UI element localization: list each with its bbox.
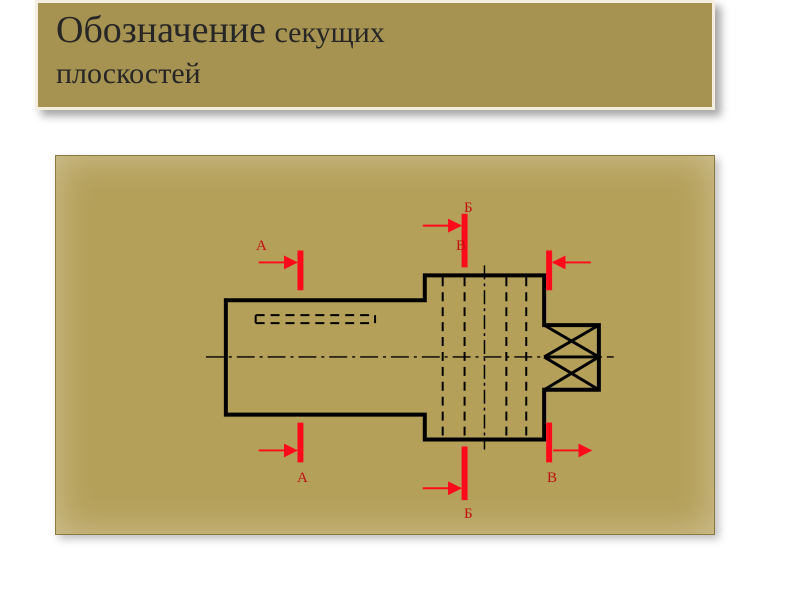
slide: Обозначение секущих плоскостей (0, 0, 800, 600)
technical-drawing (56, 156, 714, 534)
label-b-bot: Б (464, 506, 473, 523)
label-v-bot: В (547, 470, 557, 487)
title-text: Обозначение секущих плоскостей (56, 9, 694, 92)
title-word-2: секущих (274, 16, 384, 49)
title-word-1: Обозначение (56, 9, 266, 51)
label-v-top: В (456, 238, 466, 255)
title-word-3: плоскостей (56, 57, 201, 90)
title-box: Обозначение секущих плоскостей (35, 0, 715, 110)
label-a-top: А (256, 238, 267, 255)
label-a-bot: А (297, 470, 308, 487)
label-b-top: Б (464, 200, 473, 217)
diagram-panel: А А Б Б В В (55, 155, 715, 535)
hidden-slot (256, 315, 375, 323)
